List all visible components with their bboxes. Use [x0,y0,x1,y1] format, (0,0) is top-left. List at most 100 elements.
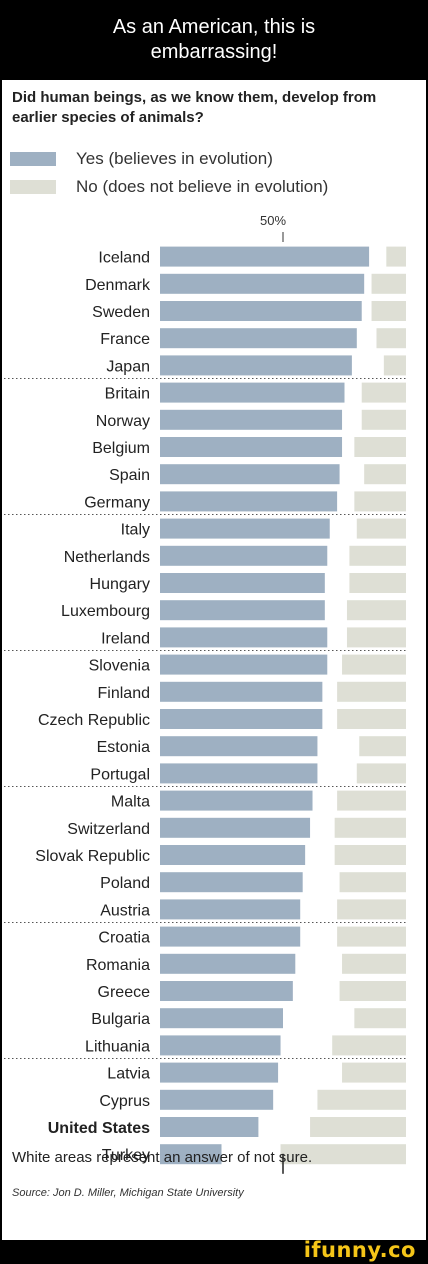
bar-no [354,1008,406,1029]
category-label: Finland [98,685,150,702]
category-label: Switzerland [67,821,150,838]
legend-item-yes: Yes (believes in evolution) [10,148,273,170]
bar-no [342,953,406,974]
bar-no [337,790,406,811]
category-label: Czech Republic [38,712,150,729]
bar-yes [160,654,328,675]
category-label: Latvia [107,1066,150,1083]
bar-no [349,545,406,566]
category-label: Germany [84,494,150,511]
bar-no [310,1117,406,1137]
chart-card: Did human beings, as we know them, devel… [2,80,426,1240]
bar-no [342,1062,406,1083]
footnote: White areas represent an answer of not s… [12,1149,313,1166]
bar-no [376,328,406,349]
bar-yes [160,1062,279,1083]
bar-no [386,246,406,267]
bar-no [337,709,406,729]
footer-bar [0,1240,428,1264]
bar-yes [160,899,301,920]
source-credit: Source: Jon D. Miller, Michigan State Un… [12,1187,244,1199]
category-label: Denmark [85,277,151,294]
bar-yes [160,301,362,321]
ifunny-watermark: ifunny.co [303,1238,416,1262]
bar-no [371,273,406,294]
category-label: Estonia [97,739,150,756]
bar-no [354,437,406,457]
bar-no [337,681,406,702]
bar-yes [160,926,301,947]
category-label: Turkey [102,1147,150,1164]
category-label: Cyprus [99,1093,150,1110]
category-label: United States [48,1120,150,1137]
bar-yes [160,545,328,566]
category-label: Portugal [90,766,150,783]
category-label: Slovak Republic [35,848,150,865]
bar-no [334,817,406,838]
category-label: Japan [106,358,150,375]
category-label: Hungary [90,576,150,593]
bar-yes [160,981,293,1001]
category-label: Poland [100,875,150,892]
bar-no [354,491,406,512]
bar-no [337,926,406,947]
category-label: Croatia [98,930,150,947]
bar-yes [160,872,303,893]
bar-no [356,518,406,539]
category-label: Austria [100,902,150,919]
legend-item-no: No (does not believe in evolution) [10,176,328,198]
bar-no [359,736,406,757]
category-label: Britain [105,386,150,403]
bar-yes [160,382,345,403]
bar-yes [160,681,323,702]
bar-yes [160,627,328,648]
bar-no [364,464,406,485]
bar-yes [160,355,352,376]
legend-swatch-yes [10,152,56,166]
bar-no [332,1035,406,1056]
bar-yes [160,709,323,729]
category-label: Greece [98,984,151,1001]
bar-yes [160,1008,283,1029]
category-label: Bulgaria [91,1011,150,1028]
bar-no [334,845,406,865]
category-label: Romania [86,957,150,974]
legend-swatch-no [10,180,56,194]
bar-no [361,382,406,403]
caption-text: As an American, this is embarrassing! [112,16,316,63]
chart-title: Did human beings, as we know them, devel… [12,89,377,126]
bar-yes [160,518,330,539]
bar-yes [160,246,370,267]
bar-yes [160,1117,259,1137]
bar-yes [160,409,343,430]
bar-yes [160,763,318,784]
bar-no [383,355,406,376]
bar-chart: Iceland Denmark Sweden France Japan Britain No… [4,232,406,1174]
bar-no [346,600,406,621]
fifty-percent-label: 50% [260,213,287,228]
bar-yes [160,328,357,349]
bar-no [356,763,406,784]
category-label: Luxembourg [61,603,150,620]
category-label: Belgium [92,440,150,457]
bar-no [361,409,406,430]
category-label: France [100,331,150,348]
bar-yes [160,790,313,811]
bar-yes [160,437,343,457]
bar-yes [160,817,311,838]
category-label: Netherlands [64,549,150,566]
bar-yes [160,953,296,974]
legend-label-no: No (does not believe in evolution) [76,177,329,196]
bar-yes [160,736,318,757]
bar-no [339,981,406,1001]
bar-yes [160,491,338,512]
bar-no [280,1144,406,1165]
category-label: Lithuania [85,1038,150,1055]
category-label: Sweden [92,304,150,321]
bar-yes [160,845,306,865]
category-label: Malta [111,794,150,811]
category-label: Ireland [101,630,150,647]
category-label: Spain [109,467,150,484]
bar-no [317,1089,406,1110]
bar-no [342,654,406,675]
